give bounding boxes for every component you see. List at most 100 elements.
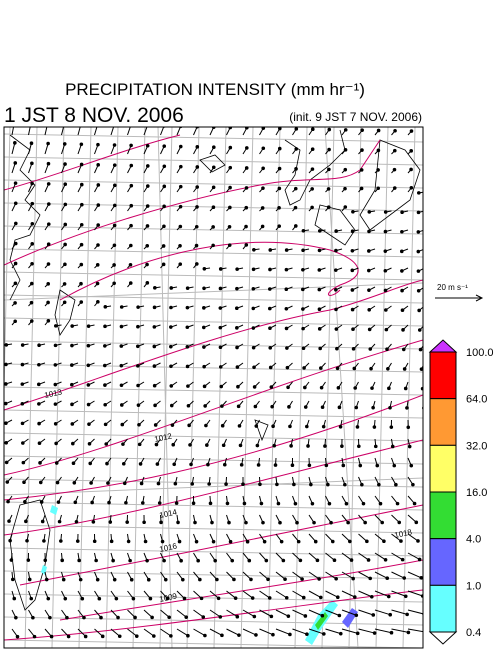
- wind-arrow-head: [276, 483, 279, 486]
- wind-arrow-head: [270, 386, 273, 389]
- wind-arrow-head: [252, 327, 255, 330]
- wind-arrow-head: [318, 308, 321, 311]
- wind-arrow-head: [387, 368, 390, 371]
- wind-arrow-head: [407, 631, 410, 634]
- wind-arrow-head: [335, 288, 338, 291]
- wind-arrow-head: [260, 502, 263, 505]
- wind-arrow-head: [151, 616, 154, 619]
- wind-arrow-head: [180, 165, 183, 168]
- wind-arrow-head: [328, 168, 331, 171]
- wind-arrow-head: [269, 288, 272, 291]
- wind-arrow: [425, 131, 428, 135]
- wind-arrow-head: [196, 166, 199, 169]
- wind-arrow-head: [360, 169, 363, 172]
- wind-arrow-head: [55, 442, 58, 445]
- wind-arrow-head: [105, 443, 108, 446]
- wind-arrow-head: [22, 461, 25, 464]
- wind-arrow-head: [40, 501, 43, 504]
- wind-arrow-head: [347, 521, 350, 524]
- wind-arrow-head: [130, 244, 133, 247]
- wind-arrow-head: [5, 441, 8, 444]
- wind-arrow-head: [130, 224, 133, 227]
- wind-arrow-head: [245, 521, 248, 524]
- wind-arrow-head: [104, 403, 107, 406]
- wind-arrow-head: [228, 521, 231, 524]
- wind-arrow-head: [113, 204, 116, 207]
- wind-arrow-head: [294, 187, 297, 190]
- wind-arrow-head: [129, 282, 132, 285]
- wind-arrow-head: [212, 166, 215, 169]
- wind-arrow-head: [274, 464, 277, 467]
- wind-arrow-head: [195, 540, 198, 543]
- wind-arrow-head: [146, 144, 149, 147]
- wind-arrow-head: [170, 404, 173, 407]
- wind-arrow-head: [38, 344, 41, 347]
- wind-arrow-head: [170, 365, 173, 368]
- wind-arrow-head: [228, 226, 231, 229]
- wind-arrow-head: [304, 615, 307, 618]
- wind-arrow-head: [235, 307, 238, 310]
- colorbar: 100.064.032.016.04.01.00.4: [430, 340, 494, 644]
- wind-arrow-head: [302, 596, 305, 599]
- wind-arrow-head: [197, 559, 200, 562]
- wind-arrow-head: [344, 168, 347, 171]
- wind-arrow-head: [311, 502, 314, 505]
- wind-arrow-head: [349, 540, 352, 543]
- wind-arrow-head: [23, 481, 26, 484]
- wind-arrow-head: [113, 164, 116, 167]
- wind-arrow-head: [356, 426, 359, 429]
- wind-arrow-head: [307, 445, 310, 448]
- wind-arrow-head: [352, 348, 355, 351]
- wind-arrow-head: [80, 263, 83, 266]
- wind-arrow-head: [401, 289, 404, 292]
- wind-arrow-head: [336, 367, 339, 370]
- wind-arrow-head: [252, 307, 255, 310]
- wind-arrow-head: [97, 184, 100, 187]
- wind-arrow-head: [163, 165, 166, 168]
- colorbar-label: 64.0: [466, 394, 487, 406]
- wind-arrow-head: [138, 423, 141, 426]
- wind-arrow-head: [426, 150, 429, 153]
- wind-arrow-head: [370, 367, 373, 370]
- wind-arrow-head: [54, 364, 57, 367]
- wind-arrow-head: [122, 443, 125, 446]
- wind-arrow: [425, 439, 427, 447]
- wind-arrow-head: [95, 559, 98, 562]
- wind-arrow-head: [196, 263, 199, 266]
- wind-arrow-head: [351, 289, 354, 292]
- wind-arrow-head: [389, 406, 392, 409]
- wind-arrow-head: [63, 283, 66, 286]
- wind-arrow-head: [139, 463, 142, 466]
- wind-arrow-head: [318, 328, 321, 331]
- wind-arrow-head: [24, 501, 27, 504]
- wind-arrow-head: [219, 346, 222, 349]
- wind-arrow-head: [54, 325, 57, 328]
- wind-arrow-head: [285, 327, 288, 330]
- wind-arrow-head: [157, 482, 160, 485]
- wind-arrow-head: [158, 502, 161, 505]
- wind-arrow-head: [212, 540, 215, 543]
- wind-arrow-head: [204, 405, 207, 408]
- wind-arrow-head: [113, 144, 116, 147]
- wind-arrow-head: [58, 520, 61, 523]
- wind-arrow-head: [279, 521, 282, 524]
- wind-arrow-head: [344, 483, 347, 486]
- wind-arrow-head: [146, 282, 149, 285]
- wind-arrow-head: [71, 423, 74, 426]
- wind-arrow-head: [304, 406, 307, 409]
- wind-arrow-head: [410, 150, 413, 153]
- wind-arrow-head: [311, 148, 314, 151]
- wind-arrow-head: [125, 501, 128, 504]
- wind-arrow-head: [117, 616, 120, 619]
- wind-arrow-head: [168, 616, 171, 619]
- wind-arrow-head: [335, 308, 338, 311]
- wind-arrow-head: [96, 264, 99, 267]
- wind-arrow-head: [54, 383, 57, 386]
- wind-arrow-head: [91, 501, 94, 504]
- wind-arrow-head: [194, 521, 197, 524]
- wind-arrow-head: [345, 502, 348, 505]
- wind-arrow-head: [318, 249, 321, 252]
- wind-arrow-head: [97, 164, 100, 167]
- wind-arrow-head: [88, 442, 91, 445]
- wind-arrow-head: [110, 540, 113, 543]
